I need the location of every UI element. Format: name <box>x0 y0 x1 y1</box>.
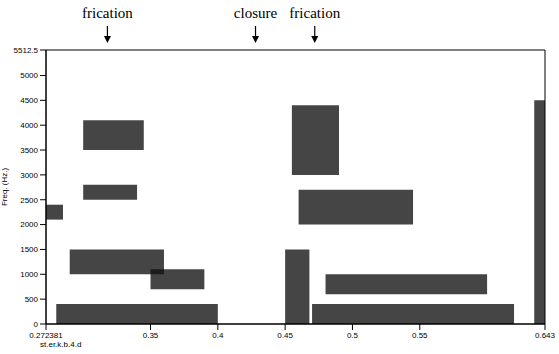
svg-text:2500: 2500 <box>20 196 38 205</box>
svg-text:2000: 2000 <box>20 220 38 229</box>
svg-text:5512.5: 5512.5 <box>14 46 39 55</box>
svg-text:1500: 1500 <box>20 245 38 254</box>
svg-text:closure: closure <box>234 5 278 21</box>
svg-text:5000: 5000 <box>20 71 38 80</box>
svg-text:0.55: 0.55 <box>412 331 428 340</box>
svg-text:3500: 3500 <box>20 146 38 155</box>
svg-text:4000: 4000 <box>20 121 38 130</box>
svg-text:0.272381: 0.272381 <box>29 331 63 340</box>
svg-text:0: 0 <box>34 320 39 329</box>
svg-text:0.45: 0.45 <box>277 331 293 340</box>
svg-text:Freq. (Hz.): Freq. (Hz.) <box>0 168 9 207</box>
html-text:st.er.k.b.4.d: st.er.k.b.4.d <box>40 340 82 349</box>
svg-text:0.5: 0.5 <box>347 331 359 340</box>
svg-text:frication: frication <box>82 5 133 21</box>
svg-text:frication: frication <box>289 5 340 21</box>
svg-text:1000: 1000 <box>20 270 38 279</box>
svg-text:0.35: 0.35 <box>143 331 159 340</box>
svg-text:4500: 4500 <box>20 96 38 105</box>
svg-text:500: 500 <box>25 295 39 304</box>
svg-text:0.4: 0.4 <box>212 331 224 340</box>
svg-text:3000: 3000 <box>20 171 38 180</box>
svg-text:0.643: 0.643 <box>535 331 556 340</box>
